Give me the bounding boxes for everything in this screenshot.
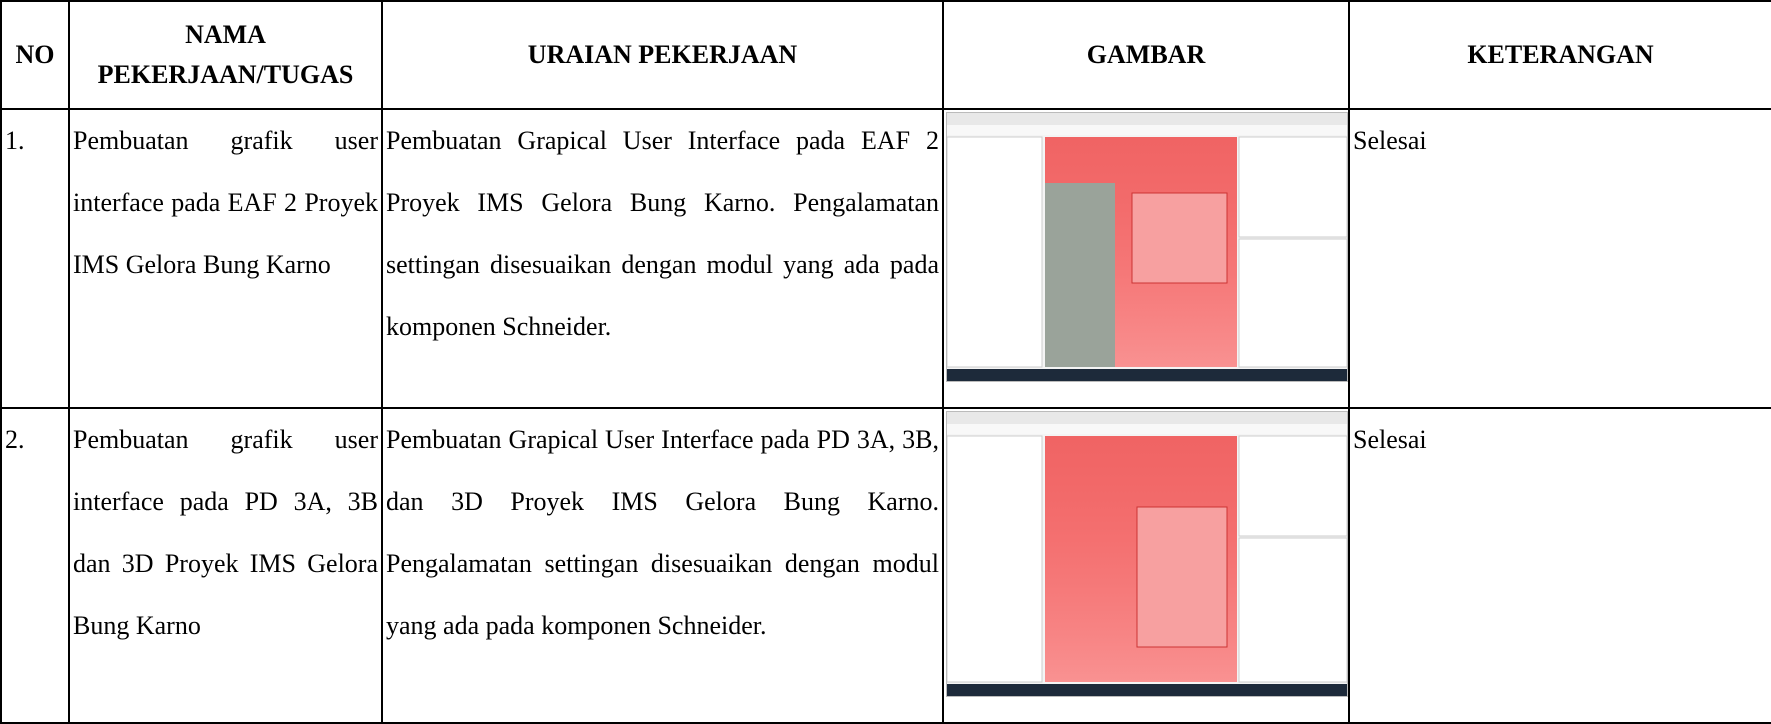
cell-task: Pembuatan grafik user interface pada PD … xyxy=(68,407,383,724)
screenshot xyxy=(946,411,1348,697)
header-cell: NAMA PEKERJAAN/TUGAS xyxy=(68,0,383,110)
cell-task: Pembuatan grafik user interface pada EAF… xyxy=(68,108,383,409)
header-row: NO NAMA PEKERJAAN/TUGAS URAIAN PEKERJAAN… xyxy=(0,0,1771,110)
cell-status: Selesai xyxy=(1348,108,1771,409)
cell-status: Selesai xyxy=(1348,407,1771,724)
header-cell: NO xyxy=(0,0,70,110)
cell-image xyxy=(942,108,1350,409)
header-cell: KETERANGAN xyxy=(1348,0,1771,110)
cell-image xyxy=(942,407,1350,724)
cell-no: 1. xyxy=(0,108,70,409)
cell-description: Pembuatan Grapical User Interface pada E… xyxy=(381,108,944,409)
row: 1. Pembuatan grafik user interface pada … xyxy=(0,108,1771,409)
header-cell: GAMBAR xyxy=(942,0,1350,110)
screenshot xyxy=(946,112,1348,382)
row: 2. Pembuatan grafik user interface pada … xyxy=(0,407,1771,724)
cell-description: Pembuatan Grapical User Interface pada P… xyxy=(381,407,944,724)
header-cell: URAIAN PEKERJAAN xyxy=(381,0,944,110)
cell-no: 2. xyxy=(0,407,70,724)
